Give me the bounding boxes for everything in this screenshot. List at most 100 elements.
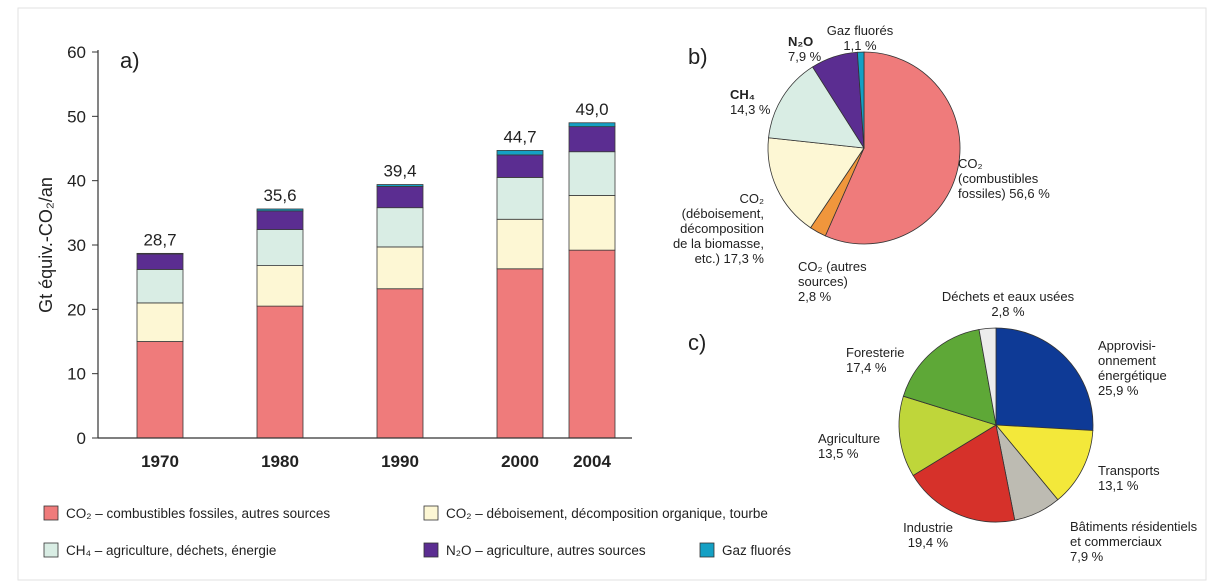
bar-total-label: 35,6: [263, 186, 296, 205]
legend-label: CO₂ – déboisement, décomposition organiq…: [446, 506, 768, 521]
pie-slice: [856, 51, 865, 149]
slice-label: CH₄: [730, 87, 755, 102]
y-axis-label: Gt équiv.-CO₂/an: [36, 177, 56, 313]
slice-label: CO₂: [958, 156, 983, 171]
slice-label: décomposition: [680, 221, 764, 236]
slice-label: de la biomasse,: [673, 236, 764, 251]
legend-label: CH₄ – agriculture, déchets, énergie: [66, 543, 276, 558]
slice-label: sources): [798, 274, 848, 289]
bar-segment: [568, 122, 616, 128]
legend-swatch: [423, 542, 439, 558]
slice-label: 25,9 %: [1098, 383, 1139, 398]
y-tick-label: 30: [67, 236, 86, 255]
pie-slice: [767, 137, 865, 229]
slice-label: Déchets et eaux usées: [942, 289, 1075, 304]
bar-segment: [496, 154, 544, 178]
legend-swatch: [423, 505, 439, 521]
slice-label: et commerciaux: [1070, 534, 1162, 549]
panel-label-c: c): [688, 330, 706, 355]
y-tick-label: 10: [67, 365, 86, 384]
legend-swatch: [699, 542, 715, 558]
pie-slice: [768, 66, 865, 149]
slice-label: N₂O: [788, 34, 813, 49]
slice-label: Agriculture: [818, 431, 880, 446]
bar-segment: [256, 265, 304, 307]
x-tick-label: 1980: [261, 452, 299, 471]
pie-slice: [912, 424, 1016, 523]
bar-segment: [376, 184, 424, 187]
x-tick-label: 2000: [501, 452, 539, 471]
bar-segment: [568, 151, 616, 196]
bar-segment: [568, 126, 616, 153]
bar-segment: [136, 341, 184, 439]
legend-label: N₂O – agriculture, autres sources: [446, 543, 646, 558]
bar-segment: [256, 208, 304, 212]
legend: CO₂ – combustibles fossiles, autres sour…: [43, 505, 791, 558]
slice-label: Bâtiments résidentiels: [1070, 519, 1198, 534]
slice-label: 7,9 %: [1070, 549, 1104, 564]
bar-segment: [568, 249, 616, 439]
slice-label: Industrie: [903, 520, 953, 535]
bar-segment: [136, 269, 184, 304]
bar-segment: [496, 177, 544, 220]
slice-label: 2,8 %: [991, 304, 1025, 319]
bar-segment: [376, 288, 424, 439]
bar-segment: [256, 210, 304, 230]
slice-label: 1,1 %: [843, 38, 877, 53]
slice-label: énergétique: [1098, 368, 1167, 383]
pie-slice: [995, 327, 1094, 431]
y-tick-label: 50: [67, 107, 86, 126]
legend-swatch: [43, 505, 59, 521]
bar-segment: [376, 186, 424, 209]
bar-total-label: 49,0: [575, 100, 608, 119]
x-tick-label: 1990: [381, 452, 419, 471]
pie-slice: [902, 329, 997, 426]
slice-label: (déboisement,: [682, 206, 764, 221]
stacked-bar-chart: 28,7 35,6 39,4 44,7 49,0 0 10 20 30 40 50 60 1970 19…: [36, 43, 632, 471]
slice-label: 13,5 %: [818, 446, 859, 461]
slice-label: 19,4 %: [908, 535, 949, 550]
slice-label: etc.) 17,3 %: [695, 251, 765, 266]
bar-total-label: 39,4: [383, 162, 416, 181]
x-tick-label: 1970: [141, 452, 179, 471]
bar-segment: [136, 302, 184, 342]
slice-label: 2,8 %: [798, 289, 832, 304]
bar-segment: [376, 207, 424, 248]
slice-label: CO₂: [739, 191, 764, 206]
slice-label: 14,3 %: [730, 102, 771, 117]
x-tick-label: 2004: [573, 452, 611, 471]
bar-segment: [568, 195, 616, 251]
bar-segment: [256, 229, 304, 266]
bar-segment: [496, 268, 544, 439]
slice-label: Approvisi-: [1098, 338, 1156, 353]
pie-slice: [898, 395, 997, 476]
pie-slice: [824, 51, 961, 245]
bar-segment: [136, 252, 184, 255]
legend-label: CO₂ – combustibles fossiles, autres sour…: [66, 506, 330, 521]
slice-label: 17,4 %: [846, 360, 887, 375]
bar-segment: [376, 246, 424, 290]
slice-label: 7,9 %: [788, 49, 822, 64]
slice-label: onnement: [1098, 353, 1156, 368]
y-tick-label: 0: [77, 429, 86, 448]
y-tick-label: 20: [67, 300, 86, 319]
y-tick-label: 60: [67, 43, 86, 62]
legend-label: Gaz fluorés: [722, 543, 791, 558]
bar-segment: [256, 305, 304, 439]
bar-total-label: 28,7: [143, 230, 176, 249]
bar-segment: [136, 253, 184, 270]
pie-slice: [995, 424, 1094, 501]
legend-swatch: [43, 542, 59, 558]
bar-segment: [496, 218, 544, 270]
panel-label-b: b): [688, 44, 708, 69]
slice-label: fossiles) 56,6 %: [958, 186, 1050, 201]
panel-label-a: a): [120, 48, 140, 73]
slice-label: CO₂ (autres: [798, 259, 867, 274]
bar-total-label: 44,7: [503, 127, 536, 146]
slice-label: Gaz fluorés: [827, 23, 894, 38]
y-tick-label: 40: [67, 172, 86, 191]
